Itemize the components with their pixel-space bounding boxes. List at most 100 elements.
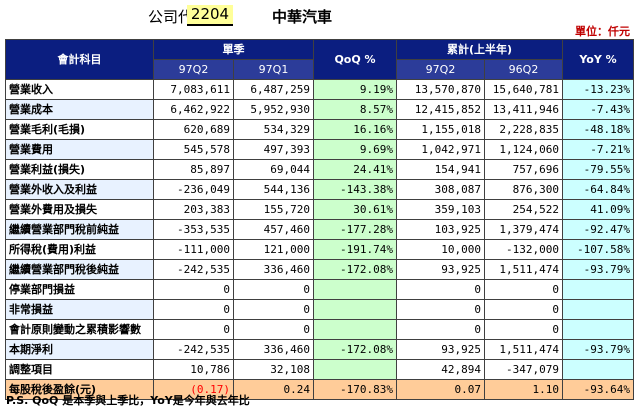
qoq-cell: -191.74%	[313, 239, 397, 260]
row-label: 非常損益	[5, 299, 154, 320]
eps-yoy: -93.64%	[562, 379, 634, 400]
row-label: 停業部門損益	[5, 279, 154, 300]
table-row: 繼續營業部門稅後純益 -242,535 336,460 -172.08% 93,925 1…	[5, 259, 634, 280]
row-label: 營業外收入及利益	[5, 179, 154, 200]
yoy-cell	[562, 319, 634, 340]
q-cur-cell: 620,689	[153, 119, 234, 140]
c-cur-cell: 12,415,852	[396, 99, 485, 120]
q-cur-cell: 0	[153, 299, 234, 320]
income-statement-table: 會計科目 單季 QoQ % 累計(上半年) YoY % 97Q2 97Q1 97…	[5, 39, 634, 400]
header-q-cur: 97Q2	[153, 59, 234, 80]
eps-c-prev: 1.10	[484, 379, 563, 400]
table-row: 非常損益 0 0 0 0	[5, 299, 634, 320]
q-prev-cell: 457,460	[233, 219, 314, 240]
qoq-cell: 8.57%	[313, 99, 397, 120]
row-label: 營業收入	[5, 79, 154, 100]
c-cur-cell: 308,087	[396, 179, 485, 200]
q-prev-cell: 5,952,930	[233, 99, 314, 120]
q-prev-cell: 69,044	[233, 159, 314, 180]
eps-row: 每股稅後盈餘(元) (0.17) 0.24 -170.83% 0.07 1.10 -93.6…	[5, 379, 634, 400]
c-prev-cell: 876,300	[484, 179, 563, 200]
qoq-cell	[313, 319, 397, 340]
q-cur-cell: -242,535	[153, 259, 234, 280]
c-prev-cell: 1,511,474	[484, 339, 563, 360]
c-prev-cell: 13,411,946	[484, 99, 563, 120]
q-cur-cell: 6,462,922	[153, 99, 234, 120]
table-row: 本期淨利 -242,535 336,460 -172.08% 93,925 1,511,4…	[5, 339, 634, 360]
table-body: 營業收入 7,083,611 6,487,259 9.19% 13,570,870 15,…	[5, 79, 634, 400]
qoq-cell	[313, 279, 397, 300]
table-row: 營業外費用及損失 203,383 155,720 30.61% 359,103 254,5…	[5, 199, 634, 220]
row-label: 營業毛利(毛損)	[5, 119, 154, 140]
row-label: 營業利益(損失)	[5, 159, 154, 180]
row-label: 調整項目	[5, 359, 154, 380]
qoq-cell: 9.19%	[313, 79, 397, 100]
q-prev-cell: 0	[233, 299, 314, 320]
c-prev-cell: 0	[484, 279, 563, 300]
c-prev-cell: 2,228,835	[484, 119, 563, 140]
c-cur-cell: 13,570,870	[396, 79, 485, 100]
qoq-cell	[313, 359, 397, 380]
yoy-cell	[562, 279, 634, 300]
yoy-cell: 41.09%	[562, 199, 634, 220]
q-cur-cell: -236,049	[153, 179, 234, 200]
table-row: 調整項目 10,786 32,108 42,894 -347,079	[5, 359, 634, 380]
c-cur-cell: 0	[396, 299, 485, 320]
q-cur-cell: 7,083,611	[153, 79, 234, 100]
yoy-cell: -92.47%	[562, 219, 634, 240]
row-label: 營業外費用及損失	[5, 199, 154, 220]
c-prev-cell: 1,511,474	[484, 259, 563, 280]
q-prev-cell: 121,000	[233, 239, 314, 260]
c-cur-cell: 93,925	[396, 259, 485, 280]
q-cur-cell: 545,578	[153, 139, 234, 160]
c-cur-cell: 0	[396, 279, 485, 300]
qoq-cell: -172.08%	[313, 339, 397, 360]
c-prev-cell: 254,522	[484, 199, 563, 220]
q-cur-cell: 0	[153, 279, 234, 300]
qoq-cell: -143.38%	[313, 179, 397, 200]
row-label: 本期淨利	[5, 339, 154, 360]
c-cur-cell: 42,894	[396, 359, 485, 380]
q-cur-cell: 0	[153, 319, 234, 340]
q-cur-cell: -242,535	[153, 339, 234, 360]
c-prev-cell: 0	[484, 299, 563, 320]
q-prev-cell: 497,393	[233, 139, 314, 160]
q-cur-cell: 85,897	[153, 159, 234, 180]
c-cur-cell: 1,155,018	[396, 119, 485, 140]
q-prev-cell: 155,720	[233, 199, 314, 220]
c-cur-cell: 154,941	[396, 159, 485, 180]
eps-q-prev: 0.24	[233, 379, 314, 400]
footnote: P.S. QoQ 是本季與上季比，YoY是今年與去年比	[6, 394, 250, 407]
yoy-cell: -7.21%	[562, 139, 634, 160]
q-prev-cell: 336,460	[233, 259, 314, 280]
yoy-cell	[562, 299, 634, 320]
c-prev-cell: -132,000	[484, 239, 563, 260]
table-row: 停業部門損益 0 0 0 0	[5, 279, 634, 300]
eps-q-cur: (0.17)	[153, 379, 234, 400]
yoy-cell: -7.43%	[562, 99, 634, 120]
q-prev-cell: 544,136	[233, 179, 314, 200]
yoy-cell: -48.18%	[562, 119, 634, 140]
c-cur-cell: 0	[396, 319, 485, 340]
q-prev-cell: 0	[233, 279, 314, 300]
c-cur-cell: 359,103	[396, 199, 485, 220]
eps-qoq: -170.83%	[313, 379, 397, 400]
company-code-field[interactable]: 2204	[187, 5, 233, 26]
yoy-cell	[562, 359, 634, 380]
table-row: 營業毛利(毛損) 620,689 534,329 16.16% 1,155,018 2,2…	[5, 119, 634, 140]
header-c-prev: 96Q2	[484, 59, 563, 80]
row-label: 會計原則變動之累積影響數	[5, 319, 154, 340]
header-yoy: YoY %	[562, 39, 634, 80]
eps-c-cur: 0.07	[396, 379, 485, 400]
row-label: 所得稅(費用)利益	[5, 239, 154, 260]
yoy-cell: -64.84%	[562, 179, 634, 200]
qoq-cell	[313, 299, 397, 320]
header-q-prev: 97Q1	[233, 59, 314, 80]
q-prev-cell: 336,460	[233, 339, 314, 360]
row-label: 營業成本	[5, 99, 154, 120]
yoy-cell: -107.58%	[562, 239, 634, 260]
yoy-cell: -79.55%	[562, 159, 634, 180]
company-name: 中華汽車	[272, 8, 333, 26]
qoq-cell: 9.69%	[313, 139, 397, 160]
row-label: 繼續營業部門稅後純益	[5, 259, 154, 280]
